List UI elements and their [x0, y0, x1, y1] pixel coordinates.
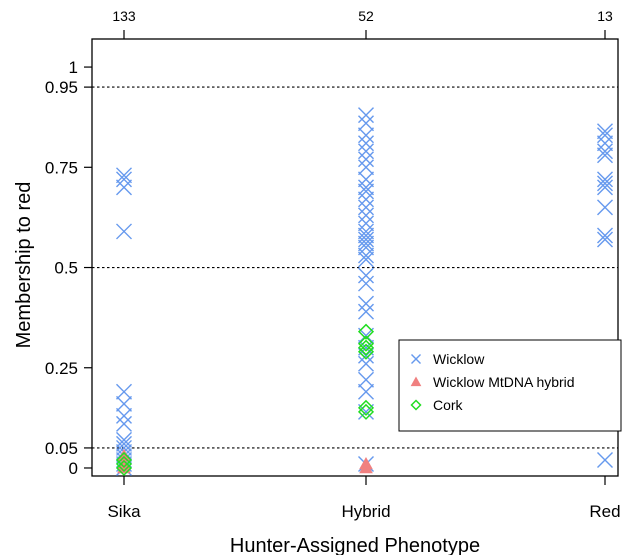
- point-wicklow: [358, 183, 374, 200]
- point-wicklow: [358, 227, 374, 244]
- point-wicklow: [358, 251, 374, 268]
- y-axis-title: Membership to red: [13, 182, 35, 349]
- y-axis: 00.05 0.25 0.5 0.75 0.951: [45, 58, 92, 478]
- y-tick-label: 0.75: [45, 158, 78, 177]
- y-tick-label: 0.05: [45, 439, 78, 458]
- point-wicklow: [597, 123, 613, 140]
- point-cork: [115, 451, 133, 469]
- point-wicklow: [358, 235, 374, 252]
- point-wicklow: [597, 135, 613, 152]
- point-wicklow: [358, 171, 374, 188]
- point-cork: [357, 335, 375, 352]
- point-wicklow: [116, 439, 132, 456]
- x-axis: Sika Hybrid Red: [107, 476, 621, 521]
- point-cork: [115, 459, 133, 477]
- point-cork: [357, 343, 375, 360]
- point-wicklow: [358, 143, 374, 160]
- data-points: [115, 107, 613, 477]
- top-count-label: 52: [358, 8, 374, 24]
- point-wicklow: [597, 171, 613, 188]
- top-axis: 133 52 13: [112, 8, 613, 39]
- plot-frame: [91, 38, 619, 477]
- point-cork: [357, 403, 375, 420]
- point-cork: [115, 455, 133, 473]
- point-wicklow: [358, 247, 374, 264]
- legend-box: [398, 339, 622, 432]
- y-tick-label: 0.25: [45, 359, 78, 378]
- legend-label: Cork: [433, 397, 464, 413]
- point-wicklow: [358, 275, 374, 292]
- point-wicklow: [597, 147, 613, 164]
- point-wicklow-mtdna-hybrid: [359, 460, 373, 474]
- x-tick-label: Sika: [107, 502, 141, 521]
- point-wicklow: [597, 143, 613, 160]
- legend-label: Wicklow: [433, 351, 485, 367]
- point-wicklow: [358, 371, 374, 388]
- point-wicklow: [358, 355, 374, 372]
- point-wicklow: [116, 383, 132, 400]
- point-wicklow: [358, 231, 374, 248]
- point-wicklow: [358, 215, 374, 232]
- point-wicklow: [358, 179, 374, 196]
- point-wicklow: [597, 451, 613, 468]
- point-cork: [357, 323, 375, 340]
- top-count-label: 13: [597, 8, 613, 24]
- point-wicklow: [358, 223, 374, 240]
- legend-marker: [410, 399, 422, 411]
- point-wicklow: [116, 435, 132, 452]
- point-wicklow: [597, 127, 613, 144]
- point-wicklow: [358, 267, 374, 284]
- point-wicklow: [358, 191, 374, 208]
- point-wicklow: [358, 207, 374, 224]
- y-tick-label: 1: [69, 58, 78, 77]
- point-wicklow: [116, 415, 132, 432]
- legend-marker: [410, 376, 422, 387]
- top-count-label: 133: [112, 8, 136, 24]
- point-wicklow: [116, 179, 132, 196]
- legend-label: Wicklow MtDNA hybrid: [433, 374, 575, 390]
- y-tick-label: 0.95: [45, 78, 78, 97]
- point-wicklow: [358, 135, 374, 152]
- legend-marker: [411, 354, 421, 364]
- point-cork: [357, 399, 375, 416]
- point-wicklow: [358, 127, 374, 144]
- x-axis-title: Hunter-Assigned Phenotype: [230, 535, 480, 555]
- point-wicklow: [597, 175, 613, 192]
- point-wicklow: [116, 167, 132, 184]
- x-tick-label: Hybrid: [341, 502, 390, 521]
- point-wicklow: [358, 383, 374, 400]
- point-wicklow: [358, 107, 374, 124]
- point-wicklow: [597, 227, 613, 244]
- point-wicklow: [116, 171, 132, 188]
- legend: Wicklow Wicklow MtDNA hybrid Cork: [398, 339, 622, 432]
- point-wicklow: [116, 407, 132, 424]
- point-wicklow: [358, 151, 374, 168]
- point-wicklow: [116, 395, 132, 412]
- point-wicklow: [597, 199, 613, 216]
- point-wicklow: [358, 159, 374, 176]
- point-wicklow: [358, 303, 374, 320]
- point-wicklow: [116, 223, 132, 240]
- point-wicklow: [597, 231, 613, 248]
- point-wicklow: [358, 199, 374, 216]
- y-tick-label: 0: [69, 459, 78, 478]
- point-cork: [357, 339, 375, 356]
- x-tick-label: Red: [589, 502, 620, 521]
- point-wicklow: [597, 179, 613, 196]
- point-wicklow: [116, 431, 132, 448]
- y-tick-label: 0.5: [54, 259, 78, 278]
- point-wicklow: [358, 115, 374, 132]
- point-wicklow: [358, 295, 374, 312]
- point-wicklow: [358, 239, 374, 256]
